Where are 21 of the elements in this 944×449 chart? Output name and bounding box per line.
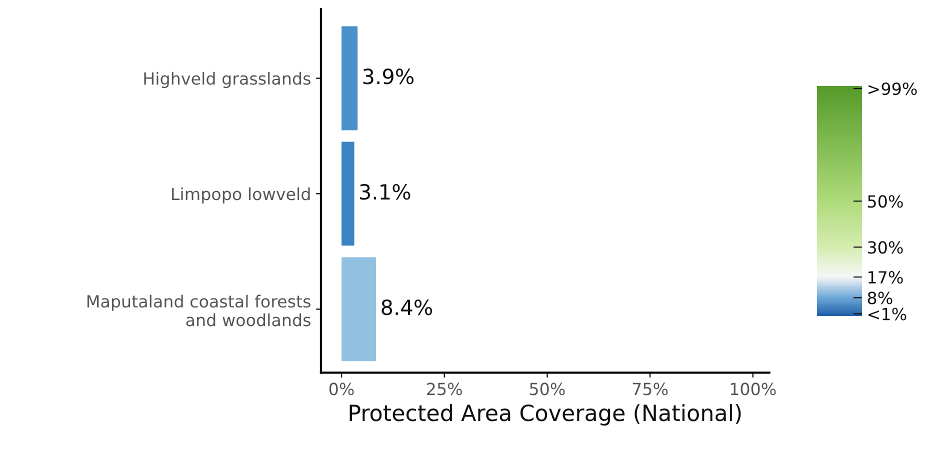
bar <box>342 257 376 362</box>
bar <box>342 26 358 130</box>
x-tick-label: 100% <box>730 382 776 396</box>
x-tick-label: 75% <box>632 382 668 396</box>
data-label: 3.9% <box>363 68 414 84</box>
x-tick-label: 50% <box>530 382 565 396</box>
color-bar-label: 17% <box>868 270 903 284</box>
y-tick-label: Limpopo lowveld <box>172 187 310 204</box>
color-bar-label: 8% <box>868 292 892 304</box>
data-label: 8.4% <box>382 299 432 316</box>
x-axis-title: Protected Area Coverage (National) <box>350 404 741 426</box>
color-bar-label: 30% <box>868 241 903 254</box>
bar <box>342 142 354 246</box>
color-bar-label: 50% <box>868 195 903 208</box>
x-tick-label: 25% <box>427 382 462 396</box>
y-tick-label: Maputaland coastal forests and woodlands <box>87 294 310 326</box>
x-tick-label: 0% <box>329 382 354 396</box>
data-label: 3.1% <box>360 184 410 200</box>
color-bar-label: <1% <box>868 308 906 320</box>
y-tick-label: Highveld grasslands <box>144 72 310 88</box>
color-bar-label: >99% <box>868 82 917 96</box>
